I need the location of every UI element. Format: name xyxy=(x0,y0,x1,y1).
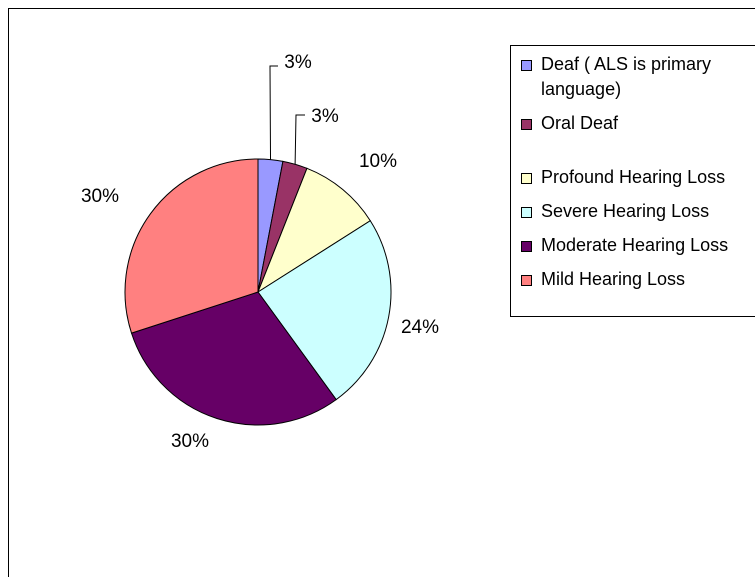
leader-line xyxy=(294,114,305,165)
legend-item: Deaf ( ALS is primary language) xyxy=(521,52,755,102)
legend-label: Severe Hearing Loss xyxy=(541,201,710,221)
legend-item: Severe Hearing Loss xyxy=(521,199,755,224)
chart-frame xyxy=(8,8,755,577)
legend-swatch xyxy=(521,241,532,252)
legend-swatch xyxy=(521,207,532,218)
legend-label: Mild Hearing Loss xyxy=(541,269,686,289)
legend-item: Mild Hearing Loss xyxy=(521,267,755,292)
legend-label: Profound Hearing Loss xyxy=(541,167,726,187)
legend-label: Oral Deaf xyxy=(541,113,619,133)
legend-swatch xyxy=(521,60,532,71)
legend-label: Deaf ( ALS is primary language) xyxy=(541,54,712,99)
legend-item: Moderate Hearing Loss xyxy=(521,233,755,258)
data-label: 30% xyxy=(171,431,209,452)
data-label: 30% xyxy=(81,186,119,207)
legend-label: Moderate Hearing Loss xyxy=(541,235,729,255)
legend-swatch xyxy=(521,119,532,130)
legend: Deaf ( ALS is primary language) Oral Deaf… xyxy=(510,45,755,317)
legend-swatch xyxy=(521,275,532,286)
legend-item: Profound Hearing Loss xyxy=(521,165,755,190)
data-label: 3% xyxy=(311,106,339,127)
pie-slice xyxy=(130,291,337,426)
pie-slice xyxy=(257,220,392,401)
leader-line xyxy=(269,65,278,160)
legend-swatch xyxy=(521,173,532,184)
legend-item: Oral Deaf xyxy=(521,111,755,136)
data-label: 24% xyxy=(401,317,439,338)
pie-slice xyxy=(124,158,259,334)
data-label: 10% xyxy=(359,151,397,172)
data-label: 3% xyxy=(284,52,312,73)
pie-slice xyxy=(256,167,371,294)
